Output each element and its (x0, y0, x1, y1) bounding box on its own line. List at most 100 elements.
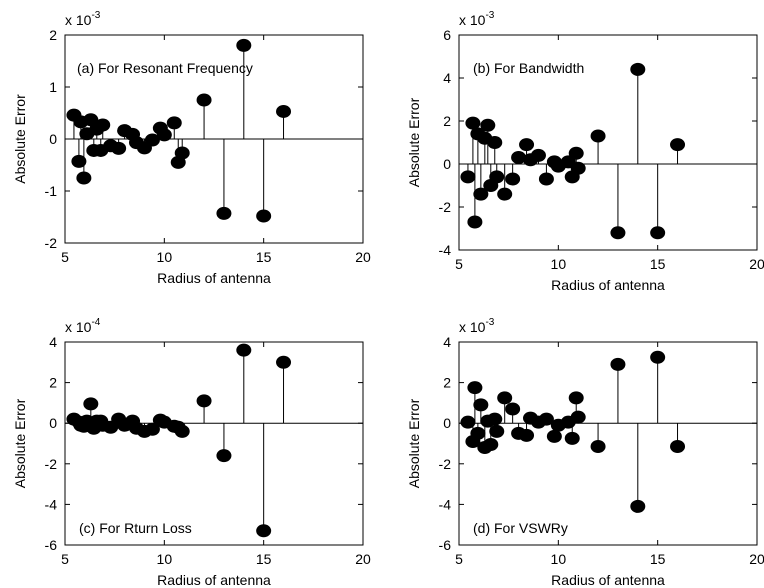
stem-marker (570, 410, 586, 424)
stem-marker (111, 141, 127, 155)
panel-annotation: (d) For VSWRy (473, 520, 568, 536)
y-axis-label: Absolute Error (12, 94, 28, 184)
y-tick-label: 2 (443, 113, 451, 129)
stem-marker (487, 412, 503, 426)
x-tick-label: 5 (455, 551, 463, 567)
y-axis-label: Absolute Error (12, 398, 28, 488)
y-tick-label: -4 (439, 242, 452, 258)
x-tick-label: 20 (355, 249, 371, 265)
stem-marker (487, 136, 503, 149)
stem-marker (564, 431, 580, 445)
x-tick-label: 20 (749, 256, 764, 272)
panel-vswr: 5 10 15 20 -6 -4 -2 0 2 4 x 10-3 Radius of antenna A… (406, 317, 764, 588)
stem-marker (497, 187, 513, 201)
stem-marker (630, 62, 646, 76)
stem-marker (473, 187, 489, 201)
x-axis-label: Radius of antenna (157, 270, 271, 286)
exponent-label: x 10-4 (65, 317, 101, 335)
x-axis-label: Radius of antenna (551, 277, 665, 293)
stem-marker (467, 215, 483, 229)
x-axis-label: Radius of antenna (551, 572, 665, 588)
y-tick-label: 0 (443, 415, 451, 431)
exponent-power: -3 (485, 10, 494, 21)
stem-marker (650, 350, 666, 364)
exponent-base: x 10 (65, 319, 92, 335)
stem-marker (470, 426, 486, 440)
y-tick-label: 2 (443, 375, 451, 391)
stem-marker (480, 118, 496, 132)
y-tick-label: 0 (49, 415, 57, 431)
x-tick-label: 15 (650, 551, 666, 567)
stem-marker (519, 138, 535, 152)
stem-marker (256, 209, 272, 223)
stem-marker (538, 412, 554, 426)
stem-marker (538, 172, 554, 186)
x-tick-label: 5 (61, 249, 69, 265)
stem-marker (465, 116, 481, 130)
exponent-power: -3 (91, 10, 100, 21)
y-tick-label: 0 (49, 131, 57, 147)
y-tick-label: 0 (443, 156, 451, 172)
stem-marker (650, 226, 666, 240)
y-tick-label: -4 (439, 496, 452, 512)
stem-marker (519, 428, 535, 442)
x-tick-label: 15 (650, 256, 666, 272)
stem-marker (670, 138, 686, 152)
exponent-base: x 10 (459, 319, 486, 335)
y-tick-label: 2 (49, 27, 57, 43)
y-tick-label: -2 (45, 235, 58, 251)
stem-marker (568, 391, 584, 405)
y-tick-label: 4 (443, 334, 451, 350)
y-tick-label: 6 (443, 27, 451, 43)
stem-marker (505, 172, 521, 186)
stem-marker (489, 170, 505, 184)
y-tick-label: -2 (45, 456, 58, 472)
y-tick-label: -4 (45, 496, 58, 512)
x-tick-label: 5 (455, 256, 463, 272)
x-axis-label: Radius of antenna (157, 572, 271, 588)
stem-marker (276, 104, 292, 118)
stem-marker (174, 146, 190, 160)
x-tick-label: 5 (61, 551, 69, 567)
stem-marker (467, 381, 483, 395)
stem-marker (236, 343, 252, 357)
x-tick-label: 15 (256, 551, 272, 567)
stem-marker (568, 146, 584, 160)
stem-marker (216, 449, 232, 463)
exponent-label: x 10-3 (459, 10, 495, 28)
stem-marker (630, 499, 646, 513)
x-tick-label: 20 (355, 551, 371, 567)
y-tick-label: 4 (49, 334, 57, 350)
exponent-base: x 10 (459, 12, 486, 28)
panel-resonant-frequency: 5 10 15 20 -2 -1 0 1 2 x 10-3 Radius of antenna Abs… (12, 10, 371, 286)
stem-marker (483, 438, 499, 452)
stem-marker (216, 206, 232, 220)
y-tick-label: 1 (49, 79, 57, 95)
axes-box (64, 341, 364, 546)
stem-marker (174, 424, 190, 438)
stem-marker (71, 154, 87, 168)
panel-bandwidth: 5 10 15 20 -4 -2 0 2 4 6 x 10-3 Radius of antenna Ab… (406, 10, 764, 293)
x-tick-label: 20 (749, 551, 764, 567)
y-axis-label: Absolute Error (406, 398, 422, 488)
y-tick-label: -6 (439, 537, 452, 553)
exponent-label: x 10-3 (459, 317, 495, 335)
y-axis-label: Absolute Error (406, 97, 422, 187)
stem-marker (610, 357, 626, 371)
stem-marker (144, 422, 160, 436)
stem-marker (473, 398, 489, 412)
stem-marker (83, 397, 99, 411)
stem-marker (236, 38, 252, 52)
stem-marker (95, 118, 111, 132)
stem-marker (76, 171, 92, 185)
stem-marker (489, 424, 505, 438)
stem-marker (256, 524, 272, 538)
x-tick-label: 15 (256, 249, 272, 265)
stem-marker (196, 93, 212, 107)
exponent-power: -3 (485, 317, 494, 328)
exponent-label: x 10-3 (65, 10, 101, 28)
panel-annotation: (a) For Resonant Frequency (77, 60, 253, 76)
axes-box (458, 341, 758, 546)
